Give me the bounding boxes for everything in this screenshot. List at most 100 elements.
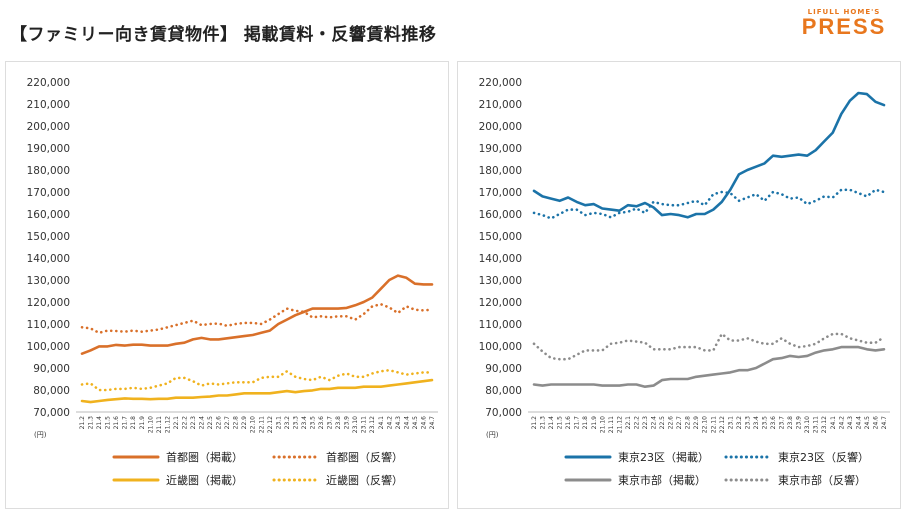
right-xtick-label: 22.12	[719, 416, 726, 433]
left-xtick-label: 22.4	[199, 416, 206, 430]
right-xtick-label: 22.7	[676, 416, 683, 430]
left-xtick-label: 22.11	[258, 416, 265, 433]
right-xtick-label: 22.3	[642, 416, 649, 430]
right-xtick-label: 23.2	[736, 416, 743, 430]
right-series-line-2	[534, 347, 884, 387]
left-xtick-label: 24.6	[420, 416, 427, 430]
right-xtick-label: 22.2	[633, 416, 640, 430]
left-legend-label-2: 近畿圏（掲載）	[166, 473, 243, 487]
right-xtick-label: 21.3	[540, 416, 547, 430]
left-xtick-label: 21.10	[147, 416, 154, 433]
right-xtick-label: 23.5	[761, 416, 768, 430]
left-xtick-label: 23.1	[275, 416, 282, 430]
left-xtick-label: 22.1	[173, 416, 180, 430]
right-ytick-label: 130,000	[479, 275, 522, 287]
right-xtick-label: 22.4	[651, 416, 658, 430]
right-xtick-label: 23.10	[804, 416, 811, 433]
right-xtick-label: 22.10	[702, 416, 709, 433]
left-xtick-label: 21.12	[164, 416, 171, 433]
left-ytick-label: 180,000	[27, 165, 70, 177]
right-ytick-label: 200,000	[479, 121, 522, 133]
right-ytick-label: 80,000	[485, 385, 522, 397]
right-xtick-label: 23.12	[821, 416, 828, 433]
left-xtick-label: 21.5	[105, 416, 112, 430]
left-xtick-label: 22.2	[181, 416, 188, 430]
right-xtick-label: 21.10	[599, 416, 606, 433]
right-xtick-label: 21.2	[531, 416, 538, 430]
left-xtick-label: 21.4	[96, 416, 103, 430]
right-xtick-label: 24.6	[872, 416, 879, 430]
left-ytick-label: 130,000	[27, 275, 70, 287]
left-ytick-label: 160,000	[27, 209, 70, 221]
left-ytick-label: 100,000	[27, 341, 70, 353]
right-xtick-label: 24.7	[881, 416, 888, 430]
right-legend-label-1: 東京23区（反響）	[778, 450, 869, 464]
left-xtick-label: 22.9	[241, 416, 248, 430]
left-xtick-label: 21.6	[113, 416, 120, 430]
right-ytick-label: 220,000	[479, 77, 522, 89]
left-ytick-label: 80,000	[33, 385, 70, 397]
left-ytick-label: 200,000	[27, 121, 70, 133]
right-xtick-label: 23.1	[727, 416, 734, 430]
right-ytick-label: 120,000	[479, 297, 522, 309]
right-ytick-label: 140,000	[479, 253, 522, 265]
right-ytick-label: 160,000	[479, 209, 522, 221]
right-xtick-label: 22.8	[685, 416, 692, 430]
left-xtick-label: 22.5	[207, 416, 214, 430]
right-xtick-label: 23.4	[753, 416, 760, 430]
right-xtick-label: 21.6	[565, 416, 572, 430]
left-xtick-label: 24.7	[429, 416, 436, 430]
right-ytick-label: 210,000	[479, 99, 522, 111]
chart-left-svg: 70,00080,00090,000100,000110,000120,0001…	[6, 62, 448, 508]
right-xtick-label: 21.9	[591, 416, 598, 430]
left-xtick-label: 21.2	[79, 416, 86, 430]
left-xtick-label: 24.4	[403, 416, 410, 430]
left-xtick-label: 23.10	[352, 416, 359, 433]
left-xtick-label: 22.12	[267, 416, 274, 433]
left-ytick-label: 190,000	[27, 143, 70, 155]
left-series-line-0	[82, 276, 432, 354]
left-xtick-label: 22.10	[250, 416, 257, 433]
left-xtick-label: 23.8	[335, 416, 342, 430]
right-xtick-label: 21.4	[548, 416, 555, 430]
right-ytick-label: 180,000	[479, 165, 522, 177]
left-xtick-label: 23.4	[301, 416, 308, 430]
right-xtick-label: 21.7	[574, 416, 581, 430]
chart-right-svg: 70,00080,00090,000100,000110,000120,0001…	[458, 62, 900, 508]
left-xtick-label: 22.3	[190, 416, 197, 430]
right-xtick-label: 22.1	[625, 416, 632, 430]
brand-logo: LIFULL HOME'S PRESS	[799, 8, 889, 38]
left-xtick-label: 24.2	[386, 416, 393, 430]
left-xtick-label: 21.8	[130, 416, 137, 430]
left-ytick-label: 90,000	[33, 363, 70, 375]
left-xtick-label: 24.5	[412, 416, 419, 430]
page-title: 【ファミリー向き賃貸物件】 掲載賃料・反響賃料推移	[10, 20, 436, 45]
right-xtick-label: 21.11	[608, 416, 615, 433]
left-xtick-label: 24.1	[378, 416, 385, 430]
left-legend-label-0: 首都圏（掲載）	[166, 450, 243, 464]
left-xtick-label: 22.6	[216, 416, 223, 430]
left-series-line-1	[82, 304, 432, 333]
right-xtick-label: 23.6	[770, 416, 777, 430]
left-xtick-label: 21.3	[88, 416, 95, 430]
left-ytick-label: 140,000	[27, 253, 70, 265]
left-xtick-label: 23.6	[318, 416, 325, 430]
right-ytick-label: 150,000	[479, 231, 522, 243]
left-ytick-label: 70,000	[33, 407, 70, 419]
right-xtick-label: 22.11	[710, 416, 717, 433]
left-xtick-label: 23.5	[309, 416, 316, 430]
left-xtick-label: 23.11	[361, 416, 368, 433]
left-ytick-label: 150,000	[27, 231, 70, 243]
right-xtick-label: 21.5	[557, 416, 564, 430]
right-legend-label-2: 東京市部（掲載）	[618, 473, 706, 487]
left-xtick-label: 21.9	[139, 416, 146, 430]
right-xtick-label: 24.3	[847, 416, 854, 430]
left-ytick-label: 220,000	[27, 77, 70, 89]
right-ytick-label: 190,000	[479, 143, 522, 155]
right-legend-label-3: 東京市部（反響）	[778, 473, 866, 487]
right-xtick-label: 22.5	[659, 416, 666, 430]
right-series-line-3	[534, 334, 884, 359]
left-xtick-label: 23.12	[369, 416, 376, 433]
